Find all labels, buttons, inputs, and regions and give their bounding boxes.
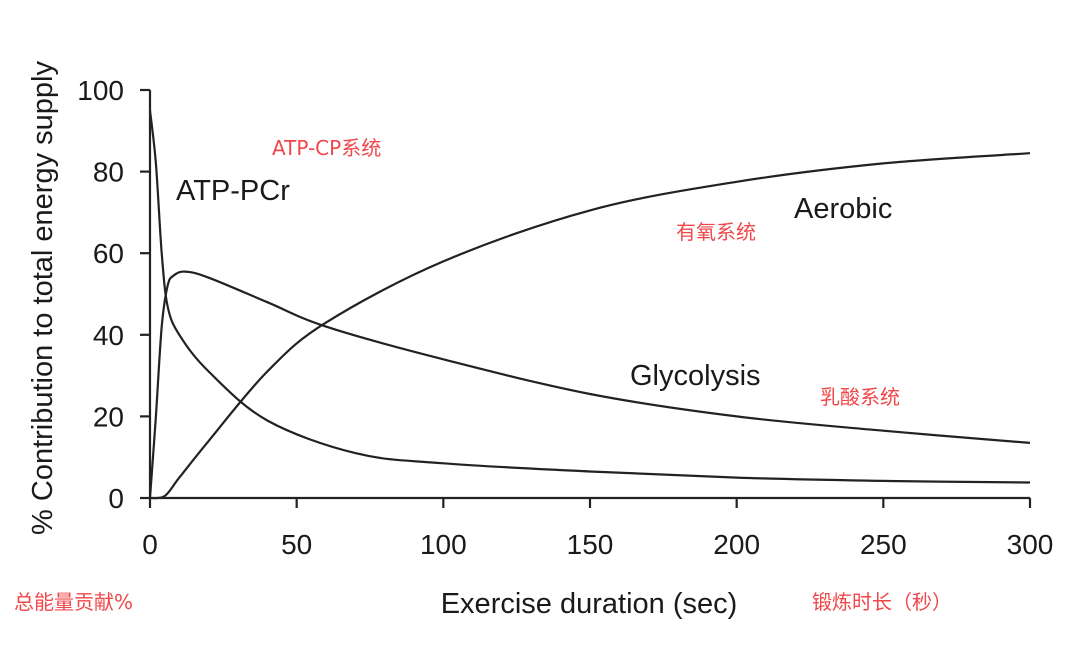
atp-pcr-curve xyxy=(148,110,1031,484)
x-tick-label: 100 xyxy=(420,529,467,560)
glycolysis-curve xyxy=(148,270,1031,499)
y-tick-label: 0 xyxy=(108,483,124,514)
annotation-atp-cp-system: ATP-CP系统 xyxy=(272,136,381,160)
y-tick-label: 80 xyxy=(93,157,124,188)
curves xyxy=(148,110,1031,500)
x-tick-label: 0 xyxy=(142,529,158,560)
y-axis-title: % Contribution to total energy supply xyxy=(27,61,59,535)
x-tick-label: 50 xyxy=(281,529,312,560)
x-tick-label: 200 xyxy=(713,529,760,560)
aerobic-label: Aerobic xyxy=(794,193,892,225)
ticks: 0 50 100 150 200 250 300 0 20 40 60 80 100 xyxy=(77,75,1053,560)
y-tick-label: 60 xyxy=(93,238,124,269)
x-axis-title: Exercise duration (sec) xyxy=(441,588,738,620)
y-tick-label: 20 xyxy=(93,401,124,432)
atp-pcr-label: ATP-PCr xyxy=(176,175,290,207)
x-tick-label: 150 xyxy=(567,529,614,560)
glycolysis-label: Glycolysis xyxy=(630,360,761,392)
x-tick-label: 250 xyxy=(860,529,907,560)
y-tick-label: 100 xyxy=(77,75,124,106)
aerobic-curve xyxy=(149,152,1031,500)
annotation-duration: 锻炼时长（秒） xyxy=(812,590,952,614)
x-tick-label: 300 xyxy=(1007,529,1054,560)
y-tick-label: 40 xyxy=(93,320,124,351)
annotation-lactic-system: 乳酸系统 xyxy=(820,385,900,409)
annotation-aerobic-system: 有氧系统 xyxy=(676,220,756,244)
annotation-total-energy: 总能量贡献% xyxy=(14,590,133,614)
